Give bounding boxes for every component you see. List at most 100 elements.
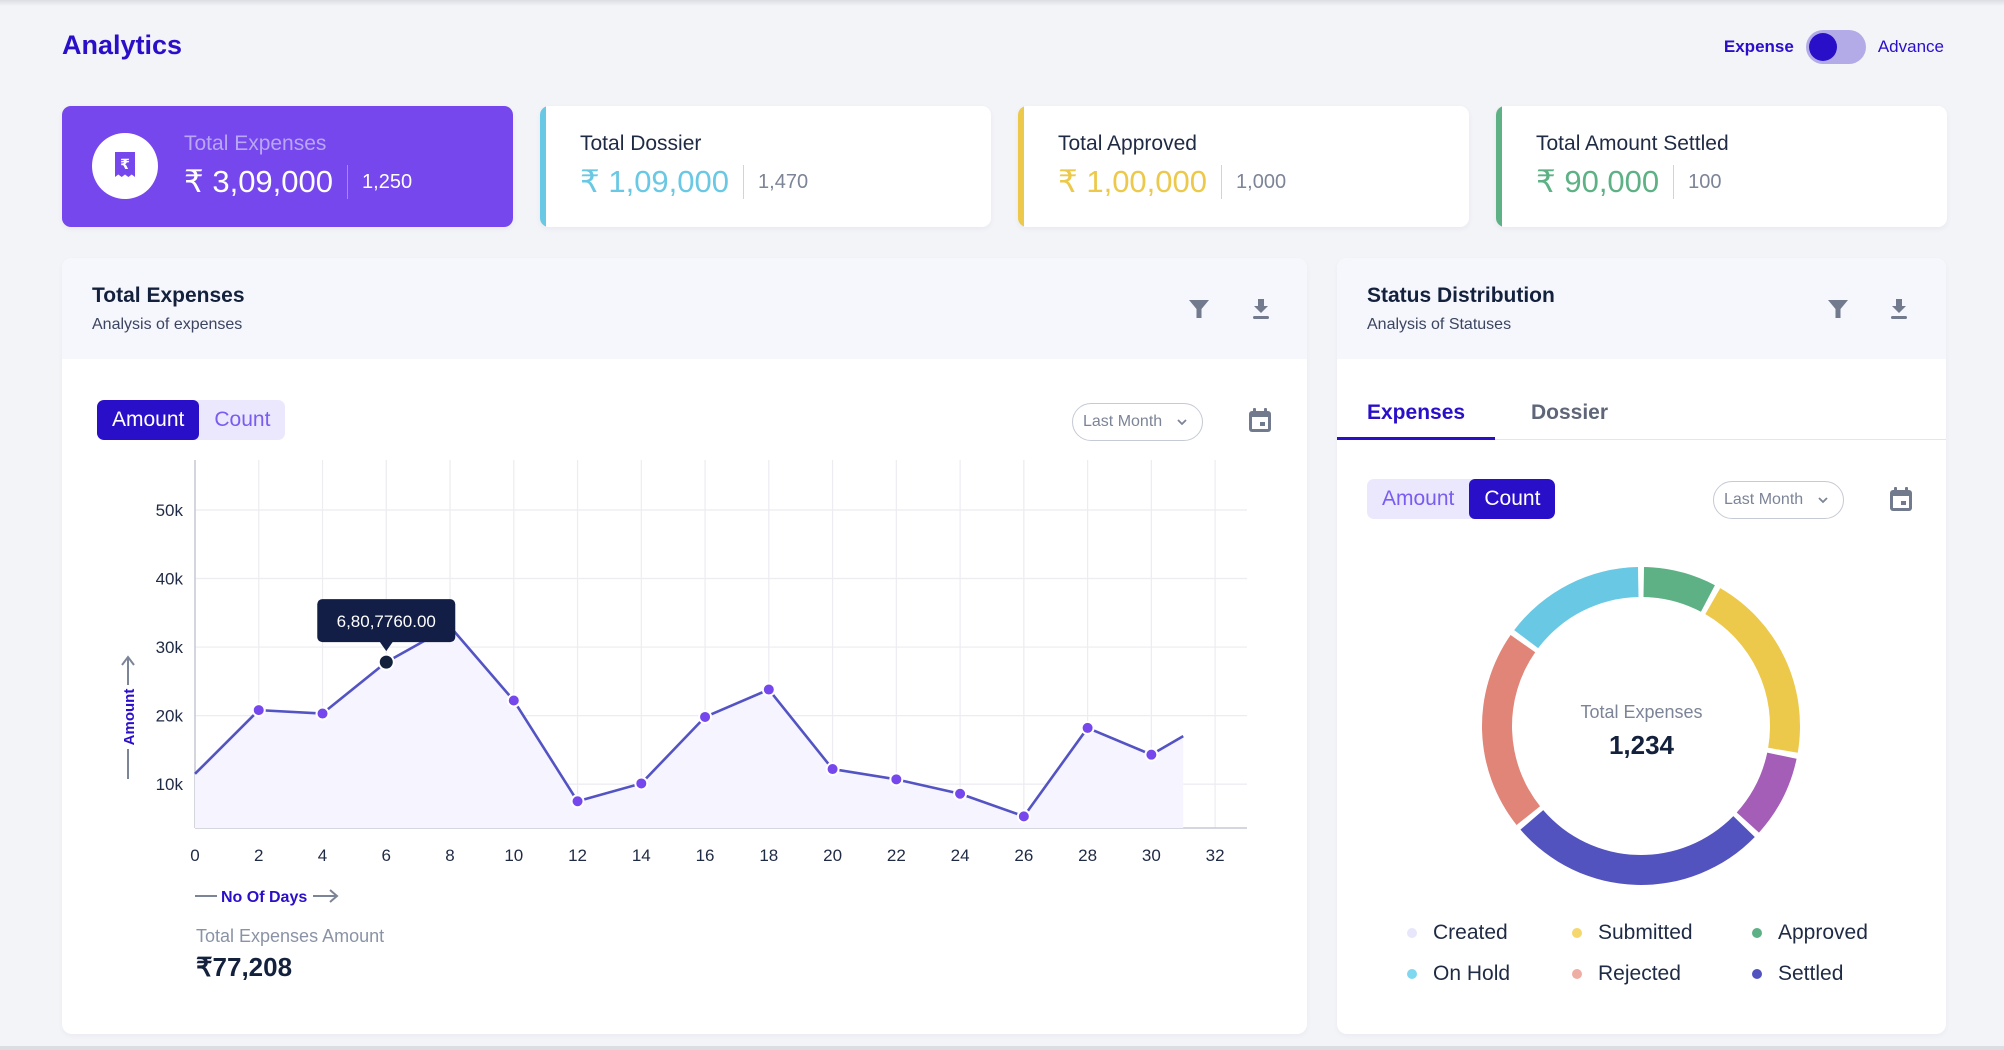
data-point [1016,809,1031,824]
donut-slice-approved[interactable] [1643,567,1715,612]
panel-header: Total Expenses Analysis of expenses [62,258,1307,359]
stat-title: Total Approved [1058,132,1197,155]
y-tick-label: 50k [156,501,184,520]
x-tick-label: 0 [190,846,199,865]
status-legend: Created Submitted Approved On Hold Rejected S… [1407,921,1927,986]
download-icon[interactable] [1886,296,1912,322]
legend-label: Rejected [1598,962,1681,985]
donut-slice-rejected[interactable] [1482,635,1541,825]
y-axis-title-text: Amount [121,689,138,746]
data-point [506,693,521,708]
legend-item-rejected[interactable]: Rejected [1572,962,1752,986]
stat-amount: ₹ 3,09,000 [184,164,334,199]
expense-toggle-label[interactable]: Expense [1723,37,1794,56]
data-point [570,794,585,809]
amount-option[interactable]: Amount [1382,487,1455,510]
panel-title: Total Expenses [92,284,245,307]
stat-amount: ₹ 1,00,000 [1058,164,1208,199]
stat-count: 100 [1688,170,1722,193]
panel-title: Status Distribution [1367,284,1555,307]
stat-count: 1,000 [1236,170,1287,193]
stat-accent-bar [1018,106,1024,227]
x-tick-label: 6 [382,846,391,865]
y-tick-label: 40k [156,570,184,589]
stat-cards: ₹ Total Expenses ₹ 3,09,000 1,250 Total … [62,106,1947,227]
panel-subtitle: Analysis of expenses [92,316,243,333]
x-tick-label: 26 [1014,846,1033,865]
filter-icon[interactable] [1825,296,1851,322]
data-point [1080,720,1095,735]
y-tick-label: 20k [156,707,184,726]
stat-card-total-dossier[interactable]: Total Dossier ₹ 1,09,000 1,470 [540,106,991,227]
legend-item-settled[interactable]: Settled [1752,962,1902,986]
legend-item-approved[interactable]: Approved [1752,921,1902,945]
stat-title: Total Dossier [580,132,702,155]
data-point [1144,747,1159,762]
bottom-bar [0,1046,2004,1050]
calendar-icon[interactable] [1887,485,1915,513]
donut-center-value: 1,234 [1608,730,1675,760]
stat-accent-bar [540,106,546,227]
total-expenses-panel: Total Expenses Analysis of expenses Amou… [62,258,1307,1034]
data-point [698,709,713,724]
legend-label: Submitted [1598,921,1693,944]
data-point [634,776,649,791]
date-range-select[interactable]: Last Month [1072,403,1204,441]
legend-item-on-hold[interactable]: On Hold [1407,962,1572,986]
legend-label: Settled [1778,962,1844,985]
chevron-down-icon [1818,497,1828,504]
stat-divider [743,165,745,199]
legend-item-created[interactable]: Created [1407,921,1572,945]
amount-count-toggle: Amount Count [97,400,286,440]
stat-card-total-approved[interactable]: Total Approved ₹ 1,00,000 1,000 [1018,106,1469,227]
page-title: Analytics [62,30,183,60]
stat-card-total-expenses[interactable]: ₹ Total Expenses ₹ 3,09,000 1,250 [62,106,513,227]
donut-slice-submitted[interactable] [1705,588,1800,753]
total-expenses-amount-value: ₹77,208 [196,952,293,982]
expense-advance-toggle: Expense Advance [1724,30,1944,64]
donut-slice-on-hold[interactable] [1514,567,1639,649]
stat-divider [1673,165,1675,199]
date-range-value: Last Month [1724,491,1804,508]
count-option[interactable]: Count [1469,479,1556,519]
x-tick-label: 8 [445,846,454,865]
rupee-receipt-icon: ₹ [92,133,158,199]
expenses-line-chart: 0 2 4 6 8 10 12 14 16 18 20 22 24 26 28 30 3210k20k30k40… [121,460,1247,906]
x-tick-label: 4 [318,846,327,865]
data-point [889,772,904,787]
x-tick-label: 18 [759,846,778,865]
data-point [315,706,330,721]
stat-accent-bar [1496,106,1502,227]
tab-dossier[interactable]: Dossier [1531,401,1609,424]
date-range-select[interactable]: Last Month [1713,481,1845,519]
total-expenses-amount-label: Total Expenses Amount [196,926,385,946]
x-tick-label: 24 [951,846,970,865]
data-point [761,682,776,697]
date-range-value: Last Month [1083,413,1163,430]
amount-option[interactable]: Amount [97,400,200,440]
tab-expenses[interactable]: Expenses [1337,386,1496,440]
legend-item-submitted[interactable]: Submitted [1572,921,1752,945]
filter-icon[interactable] [1186,296,1212,322]
mode-switch[interactable] [1805,30,1866,64]
count-option[interactable]: Count [214,408,271,431]
stat-divider [347,165,349,199]
download-icon[interactable] [1248,296,1274,322]
donut-slice-unlabeled[interactable] [1736,752,1797,833]
advance-toggle-label[interactable]: Advance [1877,37,1944,56]
legend-dot [1752,969,1762,979]
status-distribution-panel: Status Distribution Analysis of Statuses… [1337,258,1946,1034]
chevron-down-icon [1177,419,1187,426]
panel-subtitle: Analysis of Statuses [1367,316,1512,333]
highlighted-data-point [377,653,395,671]
calendar-icon[interactable] [1246,406,1274,434]
x-tick-label: 12 [568,846,587,865]
stat-values: ₹ 90,000 100 [1536,164,1722,200]
svg-text:₹: ₹ [120,157,130,173]
donut-slice-settled[interactable] [1520,810,1755,885]
legend-dot [1407,969,1417,979]
y-tick-label: 10k [156,775,184,794]
x-tick-label: 22 [887,846,906,865]
panel-header: Status Distribution Analysis of Statuses [1337,258,1946,359]
stat-card-total-settled[interactable]: Total Amount Settled ₹ 90,000 100 [1496,106,1947,227]
